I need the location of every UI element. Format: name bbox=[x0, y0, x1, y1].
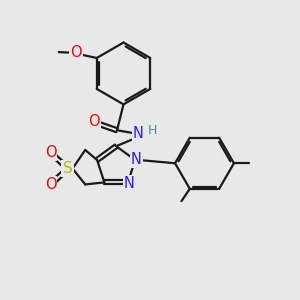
Text: N: N bbox=[124, 176, 135, 191]
Text: S: S bbox=[63, 161, 72, 176]
Text: O: O bbox=[70, 45, 81, 60]
Text: O: O bbox=[45, 145, 56, 160]
Text: O: O bbox=[45, 177, 56, 192]
Text: N: N bbox=[131, 152, 142, 167]
Text: H: H bbox=[148, 124, 157, 137]
Text: O: O bbox=[88, 114, 100, 129]
Text: N: N bbox=[133, 126, 144, 141]
